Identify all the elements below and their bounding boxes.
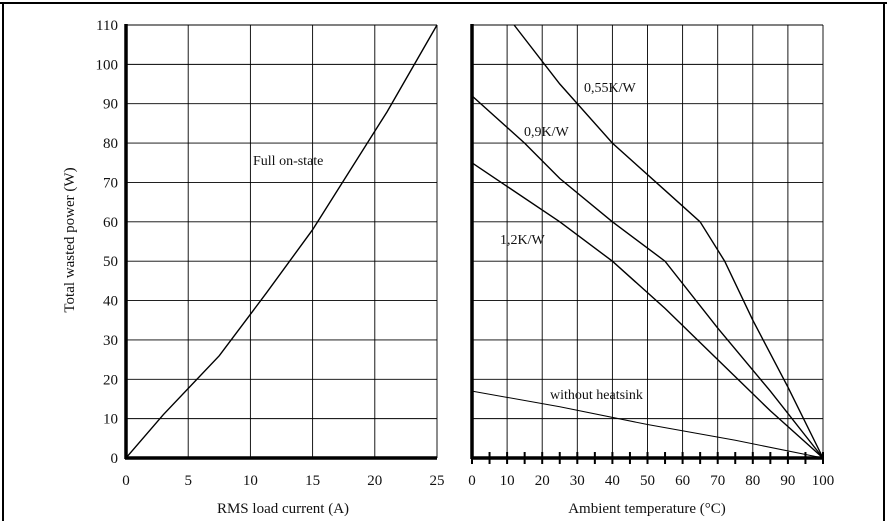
right-x-tick-label: 10 <box>500 473 515 489</box>
annotation-full-on-state: Full on-state <box>253 154 323 169</box>
left-x-tick-label: 10 <box>243 473 258 489</box>
series-line-1-2k-w <box>471 162 824 459</box>
right-x-tick-label: 60 <box>675 473 690 489</box>
right-x-tick-label: 20 <box>535 473 550 489</box>
left-y-tick-label: 10 <box>103 412 118 428</box>
left-y-tick-label: 0 <box>111 451 119 467</box>
right-x-tick-label: 90 <box>780 473 795 489</box>
left-x-tick-label: 25 <box>430 473 445 489</box>
left-y-tick-label: 30 <box>103 333 118 349</box>
series-line-full-on-state <box>125 24 438 459</box>
right-x-tick-label: 0 <box>468 473 476 489</box>
annotation-without-heatsink: without heatsink <box>550 388 643 403</box>
left-x-tick-label: 15 <box>305 473 320 489</box>
right-series <box>471 24 824 459</box>
series-line-without-heatsink <box>471 390 824 459</box>
left-y-tick-label: 110 <box>96 18 118 34</box>
left-x-tick-label: 5 <box>184 473 192 489</box>
series-line-0-55k-w <box>513 24 824 459</box>
right-x-tick-label: 70 <box>710 473 725 489</box>
series-line-0-9k-w <box>471 95 824 459</box>
left-x-tick-label: 20 <box>367 473 382 489</box>
right-x-tick-label: 100 <box>812 473 835 489</box>
right-x-tick-label: 30 <box>570 473 585 489</box>
annotation-055-kw: 0,55K/W <box>584 81 637 96</box>
left-y-tick-label: 20 <box>103 372 118 388</box>
right-x-tick-label: 80 <box>745 473 760 489</box>
right-x-tick-label: 50 <box>640 473 655 489</box>
left-y-axis-label: Total wasted power (W) <box>62 167 78 312</box>
left-y-tick-label: 100 <box>96 57 119 73</box>
right-x-tick-label: 40 <box>605 473 620 489</box>
left-grid <box>124 24 438 460</box>
right-tick-labels: 0 10 20 30 40 50 60 70 80 90 100 <box>468 473 834 489</box>
left-tick-labels: 0 5 10 15 20 25 0 10 20 30 40 50 60 70 80 90 100 110 <box>96 18 445 489</box>
left-y-tick-label: 90 <box>103 97 118 113</box>
left-y-tick-label: 40 <box>103 294 118 310</box>
annotation-12-kw: 1,2K/W <box>500 233 546 248</box>
left-series <box>125 24 438 459</box>
left-x-axis-label: RMS load current (A) <box>217 501 349 517</box>
left-y-tick-label: 70 <box>103 175 118 191</box>
right-panel: 0 10 20 30 40 50 60 70 80 90 100 Ambient temperatu… <box>468 24 834 517</box>
left-panel: 0 5 10 15 20 25 0 10 20 30 40 50 60 70 80 90 100 110 RMS … <box>62 18 445 517</box>
left-y-tick-label: 50 <box>103 254 118 270</box>
left-y-tick-label: 60 <box>103 215 118 231</box>
right-x-axis-label: Ambient temperature (°C) <box>568 501 726 517</box>
annotation-09-kw: 0,9K/W <box>524 125 570 140</box>
left-x-tick-label: 0 <box>122 473 130 489</box>
left-y-tick-label: 80 <box>103 136 118 152</box>
